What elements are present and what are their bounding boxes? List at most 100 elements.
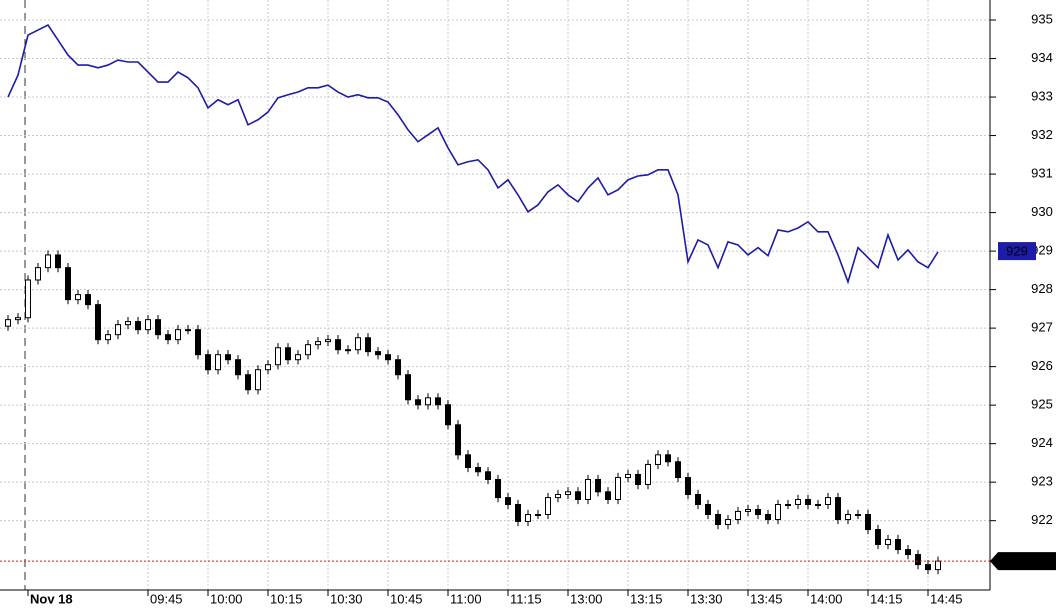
candle-body [445,404,451,426]
candle-body [615,477,621,500]
candle-body [195,329,201,356]
candle-body [85,294,91,306]
candle-body [755,509,761,516]
candle-body [705,504,711,516]
candle-body [675,461,681,479]
y-tick-label: 922 [1031,512,1053,527]
y-tick-label: 927 [1031,320,1053,335]
x-tick-label: 14:15 [870,591,903,606]
candle-body [595,478,601,493]
candle-body [235,359,241,376]
candle-body [215,354,221,371]
candle-body [865,514,871,531]
x-tick-label: 13:00 [570,591,603,606]
candle-body [795,498,801,506]
candle-body [155,319,161,336]
candle-body [915,554,921,566]
candle-body [285,347,291,361]
x-tick-label: 10:15 [270,591,303,606]
candle-body [375,351,381,356]
candle-body [875,529,881,546]
candle-body [575,491,581,500]
candle-body [25,279,31,319]
candle-body [885,539,891,546]
candle-body [115,324,121,336]
candle-body [125,321,131,326]
candle-body [825,497,831,506]
candle-body [475,467,481,473]
y-tick-label: 931 [1031,166,1053,181]
candle-body [395,359,401,376]
last-price-label: 920.95 [1007,554,1047,569]
last-value-box [998,242,1036,261]
candle-body [265,364,271,371]
candle-body [855,514,861,517]
y-tick-label: 933 [1031,88,1053,103]
candle-body [645,463,651,485]
y-tick-label: 928 [1031,281,1053,296]
y-tick-label: 935 [1031,11,1053,26]
candle-body [305,344,311,356]
candle-body [635,473,641,485]
x-tick-label: 11:15 [510,591,542,606]
candle-body [355,337,361,351]
candle-body [485,471,491,480]
candle-body [185,329,191,332]
candle-body [735,510,741,521]
candle-body [525,514,531,522]
candle-body [895,539,901,551]
y-tick-label: 929 [1031,243,1053,258]
candle-body [175,329,181,341]
candle-body [935,560,941,571]
candle-body [715,514,721,526]
candle-body [495,478,501,499]
candle-body [835,497,841,521]
x-tick-label: 10:45 [390,591,423,606]
candle-body [245,374,251,391]
candle-body [695,493,701,506]
candle-body [775,504,781,521]
x-tick-label: 13:15 [630,591,663,606]
candle-body [585,478,591,500]
y-tick-label: 934 [1031,50,1053,65]
x-tick-label: 10:00 [210,591,243,606]
candle-body [15,317,21,321]
candle-body [75,294,81,301]
y-tick-label: 932 [1031,127,1053,142]
candle-body [815,504,821,507]
candle-body [165,334,171,341]
last-price-box [990,552,1056,571]
y-tick-label: 923 [1031,474,1053,489]
y-tick-label: 925 [1031,397,1053,412]
candle-body [725,519,731,526]
candle-body [805,498,811,506]
candle-body [925,564,931,571]
candle-body [55,254,61,269]
y-tick-label: 924 [1031,435,1053,450]
candle-body [225,354,231,361]
price-line [7,24,939,285]
candle-body [605,491,611,500]
x-tick-label: 14:00 [810,591,843,606]
x-tick-label: 13:30 [690,591,723,606]
candle-body [655,454,661,465]
y-tick-label: 926 [1031,358,1053,373]
candle-body [535,514,541,517]
candle-body [425,397,431,406]
candle-body [785,504,791,507]
x-tick-label: 14:45 [930,591,963,606]
x-tick-label: 10:30 [330,591,363,606]
candle-body [295,354,301,361]
y-tick-label: 930 [1031,204,1053,219]
candle-body [65,267,71,301]
x-tick-label: 13:45 [750,591,783,606]
candle-body [515,504,521,522]
candle-body [365,337,371,353]
candle-body [555,493,561,499]
candle-body [625,473,631,479]
candle-body [415,399,421,406]
candle-body [135,321,141,331]
candle-body [45,254,51,269]
